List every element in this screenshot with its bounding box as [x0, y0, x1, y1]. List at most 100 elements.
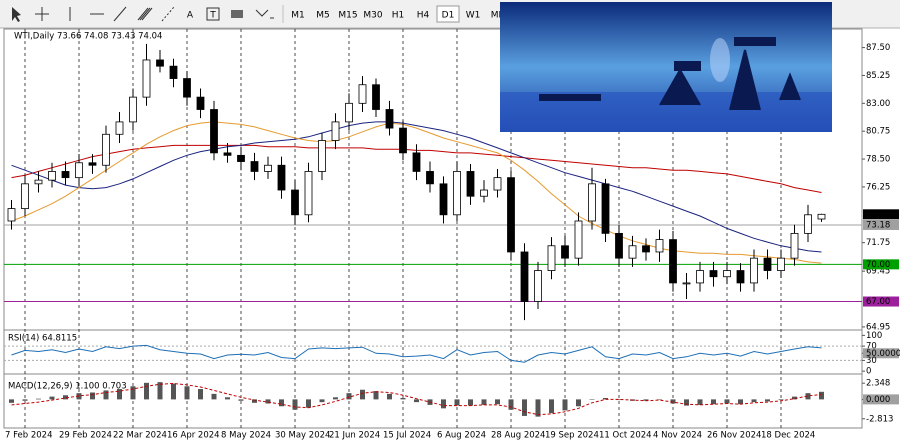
macd-bar [468, 399, 473, 406]
macd-bar [751, 399, 757, 403]
chart-title: WTI,Daily 73.66 74.08 73.43 74.04 [14, 32, 162, 42]
macd-bar [36, 398, 41, 400]
candle-body [34, 179, 43, 185]
x-tick-label: 15 Jul 2024 [383, 431, 431, 441]
y-tick-label: 76.25 [866, 182, 890, 192]
macd-bar [522, 399, 527, 416]
timeframe-button[interactable]: D1 [442, 11, 455, 21]
x-tick-label: 19 Sep 2024 [545, 431, 599, 441]
candle-body [156, 59, 164, 67]
trendline-tool[interactable] [113, 6, 127, 22]
timeframe-button[interactable]: M15 [338, 11, 357, 21]
candle-body [277, 164, 286, 191]
macd-bar [333, 397, 338, 400]
macd-bar [171, 383, 176, 400]
moving-average [11, 121, 822, 253]
level-label: 70.00 [866, 260, 890, 270]
candle-body [669, 239, 677, 284]
label-tool[interactable]: T [209, 11, 216, 21]
candle-body [196, 96, 205, 110]
macd-bar [292, 399, 298, 410]
channel-tool[interactable] [137, 7, 153, 21]
y-tick-label: 70 [866, 342, 877, 352]
macd-bar [603, 398, 608, 400]
shape-tool[interactable] [231, 10, 243, 18]
arrows-tool[interactable] [255, 9, 274, 19]
candle-body [804, 214, 812, 234]
x-tick-label: 11 Oct 2024 [599, 431, 652, 441]
timeframe-button[interactable]: M1 [291, 11, 305, 21]
level-box [863, 219, 899, 230]
macd-bar [225, 397, 230, 400]
candle-body [399, 127, 407, 154]
candle-body [426, 171, 434, 185]
timeframes: M1 M5 M15 M30 H1 H4 D1 W1 MN [291, 5, 506, 23]
candle-body [129, 96, 137, 123]
candle-body [372, 84, 380, 110]
timeframe-button[interactable]: M5 [316, 11, 330, 21]
label-tool-frame [206, 7, 220, 21]
candle-body [102, 133, 110, 166]
candle-body [480, 189, 488, 197]
macd-bar [63, 395, 68, 400]
y-tick-label: 85.25 [866, 71, 890, 81]
x-tick-label: 6 Aug 2024 [437, 431, 486, 441]
crosshair-tool[interactable] [35, 7, 49, 21]
candle-body [750, 257, 758, 284]
macd-bar [346, 393, 352, 400]
macd-bar [238, 399, 244, 401]
timeframe-button[interactable]: H1 [392, 11, 405, 21]
macd-bar [400, 398, 406, 400]
candle-body [48, 171, 56, 181]
x-tick-label: 8 May 2024 [221, 431, 271, 441]
y-tick-label: 64.95 [866, 322, 890, 332]
pumpjacks [539, 37, 801, 111]
fibo-tool[interactable] [161, 6, 175, 22]
candle-body [331, 121, 340, 141]
macd-bar [252, 399, 257, 403]
timeframe-button[interactable]: MN [491, 11, 506, 21]
cursor-tool[interactable] [12, 7, 21, 22]
macd-bar [576, 399, 581, 407]
macd-bar [738, 399, 743, 405]
candle-body [736, 270, 745, 284]
candle-body [817, 213, 826, 220]
y-tick-label: -2.813 [866, 414, 893, 424]
candle-body [304, 171, 313, 216]
candle-body [723, 270, 731, 278]
x-tick-label: 16 Apr 2024 [167, 431, 220, 441]
timeframe-button[interactable]: H4 [417, 11, 430, 21]
text-tool[interactable]: A [187, 11, 194, 21]
macd-bar [387, 393, 392, 400]
candle-body [520, 251, 529, 302]
candle-body [790, 232, 799, 259]
macd-bar [9, 399, 14, 403]
macd-bar [589, 399, 595, 400]
candle-body [493, 177, 502, 191]
image-glow [710, 38, 730, 82]
candle-body [547, 245, 556, 271]
candle-body [61, 171, 70, 179]
x-tick-label: 18 Dec 2024 [761, 431, 815, 441]
candle-body [615, 232, 623, 259]
macd-bar [76, 393, 82, 400]
candle-body [291, 189, 299, 216]
macd-bar [157, 382, 163, 400]
candle-body [412, 152, 421, 172]
y-tick-label: 87.50 [866, 43, 890, 53]
timeframe-button[interactable]: W1 [466, 11, 481, 21]
candle-body [709, 270, 718, 278]
candle-body [696, 270, 704, 284]
candle-body [183, 78, 191, 98]
x-tick-label: 26 Nov 2024 [707, 431, 761, 441]
macd-bar [711, 399, 716, 405]
y-tick-label: 78.50 [866, 155, 890, 165]
candle-body [237, 154, 245, 162]
candle-body [507, 177, 515, 253]
timeframe-button[interactable]: M30 [363, 11, 382, 21]
macd-bar [508, 399, 514, 410]
macd-bar [805, 393, 811, 400]
candle-body [318, 140, 326, 172]
macd-bar [373, 391, 379, 400]
